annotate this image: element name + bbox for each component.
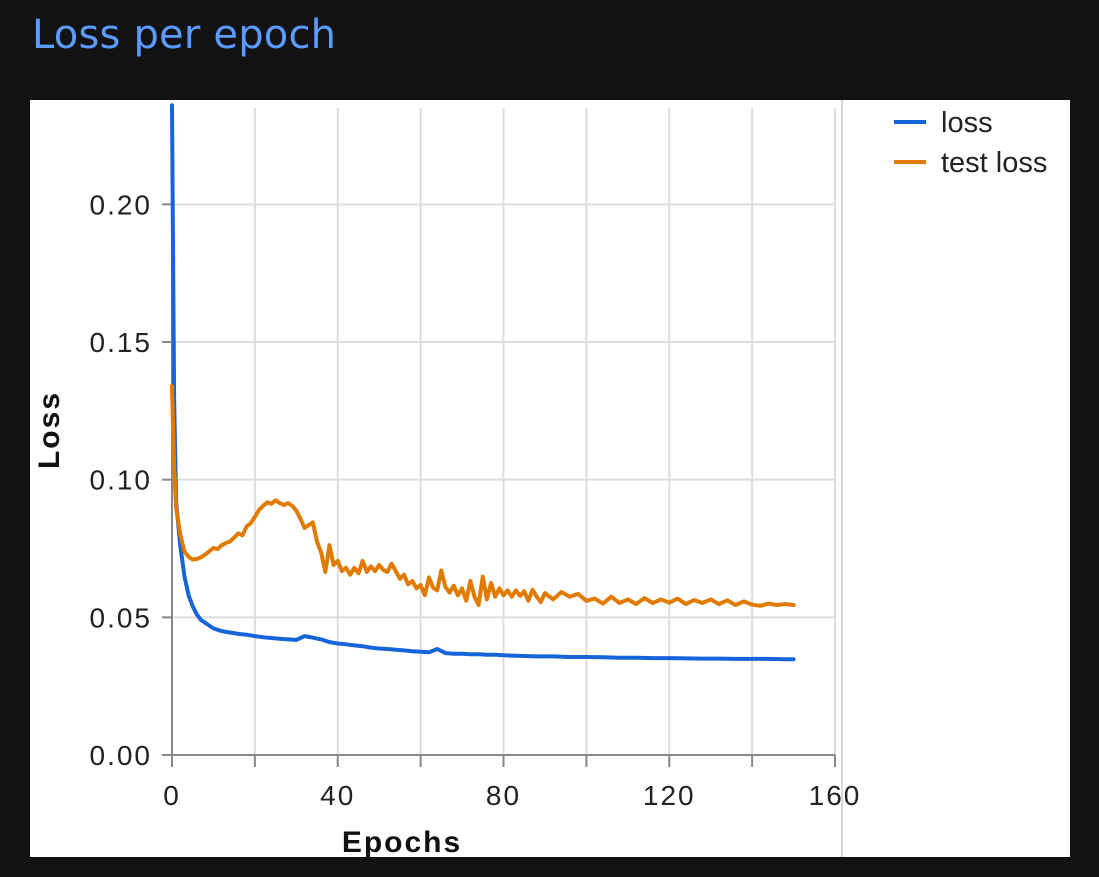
page-title: Loss per epoch	[32, 12, 337, 58]
x-tick-label: 80	[486, 780, 521, 811]
x-axis-title: Epochs	[342, 826, 462, 857]
series-line-test-loss	[170, 384, 796, 608]
loss-chart: 0 40 80 120 160 0.00 0.05 0.10 0.15 0.20 loss test…	[33, 100, 1047, 857]
x-tick-label: 160	[809, 780, 862, 811]
legend-label: loss	[941, 107, 993, 139]
legend-label: test loss	[941, 147, 1047, 179]
x-tick-label: 120	[643, 780, 696, 811]
chart-panel: 0 40 80 120 160 0.00 0.05 0.10 0.15 0.20 loss test…	[30, 100, 1070, 857]
x-tick-label: 0	[163, 780, 181, 811]
y-tick-label: 0.15	[90, 327, 153, 358]
y-tick-label: 0.10	[90, 465, 153, 496]
legend: loss test loss	[894, 107, 1047, 179]
series-layer	[170, 103, 796, 662]
x-tick-label: 40	[320, 780, 355, 811]
y-axis-title: Loss	[33, 391, 66, 469]
grid-layer	[172, 108, 836, 755]
y-tick-label: 0.20	[90, 189, 153, 220]
series-line-loss	[170, 103, 796, 662]
axis-layer: 0 40 80 120 160 0.00 0.05 0.10 0.15 0.20	[90, 108, 862, 811]
y-tick-label: 0.00	[90, 740, 153, 771]
y-tick-label: 0.05	[90, 602, 153, 633]
